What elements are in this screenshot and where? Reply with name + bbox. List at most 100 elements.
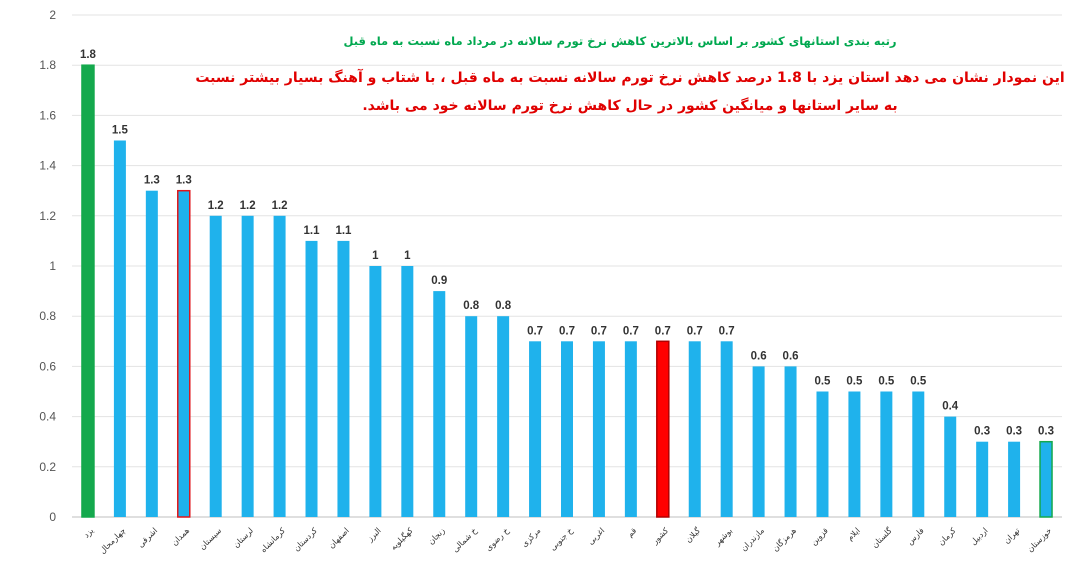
bar — [497, 316, 510, 517]
x-tick-label: تهران — [1002, 526, 1021, 545]
data-label: 1.1 — [304, 225, 321, 237]
data-label: 0.4 — [942, 401, 959, 413]
data-label: 1.8 — [80, 49, 97, 61]
x-tick-label: بوشهر — [712, 526, 734, 548]
bar — [624, 341, 637, 517]
data-label: 0.7 — [559, 325, 575, 337]
data-label: 0.3 — [974, 426, 990, 438]
bar — [273, 215, 286, 518]
data-label: 1 — [404, 250, 411, 262]
x-tick-label: چهارمحال — [98, 526, 127, 555]
bar — [912, 391, 925, 517]
bar — [720, 341, 733, 517]
bar — [848, 391, 861, 517]
data-label: 1.1 — [335, 225, 352, 237]
bar — [369, 266, 382, 517]
x-tick-label: خ شمالی — [451, 525, 480, 554]
data-label: 0.7 — [655, 325, 671, 337]
data-label: 0.6 — [751, 350, 767, 362]
y-tick-label: 0.8 — [39, 309, 56, 323]
data-label: 0.3 — [1006, 426, 1022, 438]
x-tick-label: اردبیل — [969, 526, 990, 547]
bar — [81, 64, 95, 518]
bar — [465, 316, 478, 517]
bar — [241, 215, 254, 518]
data-label: 0.5 — [846, 376, 863, 388]
x-tick-label: مازندران — [739, 526, 766, 553]
x-tick-label: زنجان — [426, 526, 446, 546]
data-label: 0.9 — [431, 275, 447, 287]
y-tick-label: 0.2 — [39, 460, 56, 474]
x-tick-label: گیلان — [683, 525, 702, 544]
data-label: 1.2 — [240, 200, 256, 212]
data-label: 1.2 — [272, 200, 288, 212]
y-tick-label: 1.2 — [39, 209, 56, 223]
data-label: 0.8 — [463, 300, 480, 312]
data-label: 0.5 — [814, 376, 831, 388]
x-tick-label: یزد — [82, 526, 96, 540]
x-tick-label: کرمانشاه — [259, 526, 287, 554]
data-label: 1.5 — [112, 125, 129, 137]
y-tick-label: 0.4 — [39, 410, 56, 424]
x-tick-label: خ جنوبی — [548, 525, 575, 552]
y-tick-label: 0.6 — [39, 359, 56, 373]
data-label: 1.3 — [144, 175, 160, 187]
x-tick-label: کهگیلویه — [388, 525, 415, 552]
data-label: 1.2 — [208, 200, 224, 212]
x-tick-label: قزوین — [809, 526, 830, 547]
bar — [177, 189, 191, 518]
x-tick-label: خ رضوی — [484, 525, 511, 552]
y-tick-label: 2 — [49, 8, 56, 22]
bar — [561, 341, 573, 517]
data-label: 1 — [372, 250, 379, 262]
x-tick-label: ایلام — [845, 526, 861, 542]
y-tick-label: 0 — [49, 510, 56, 524]
data-label: 0.7 — [623, 325, 639, 337]
x-tick-label: اشرقی — [136, 526, 159, 549]
data-label: 0.7 — [687, 325, 703, 337]
x-tick-label: گلستان — [869, 525, 893, 549]
y-tick-label: 1 — [49, 259, 56, 273]
x-tick-label: همدان — [170, 526, 191, 547]
x-tick-label: کرمان — [937, 526, 958, 547]
x-tick-label: اغربی — [586, 526, 606, 546]
y-tick-label: 1.4 — [39, 159, 56, 173]
data-label: 0.7 — [591, 325, 607, 337]
x-tick-label: قم — [625, 526, 638, 539]
x-tick-label: البرز — [365, 526, 383, 544]
bar — [752, 366, 765, 517]
data-label: 0.7 — [719, 325, 735, 337]
bar — [113, 140, 126, 517]
data-label: 0.8 — [495, 300, 512, 312]
data-label: 0.6 — [783, 350, 799, 362]
bar — [592, 341, 605, 517]
bar — [1008, 441, 1021, 517]
bar — [529, 341, 542, 517]
bar — [944, 416, 957, 517]
x-tick-label: فارس — [905, 526, 926, 547]
x-tick-label: کشور — [650, 526, 671, 547]
bar — [401, 266, 414, 517]
bar — [688, 341, 701, 517]
bar — [433, 291, 446, 517]
bar — [337, 240, 350, 517]
bar — [816, 391, 829, 517]
bar — [976, 441, 989, 517]
x-tick-label: خوزستان — [1026, 526, 1054, 554]
data-label: 0.5 — [878, 376, 895, 388]
data-label: 0.3 — [1038, 426, 1054, 438]
chart-annotation: این نمودار نشان می دهد استان یزد با 1.8 … — [195, 70, 1065, 114]
data-label: 0.5 — [910, 376, 927, 388]
bar — [209, 215, 222, 518]
bar — [784, 366, 797, 517]
chart-title: رتبه بندی استانهای کشور بر اساس بالاترین… — [343, 34, 897, 48]
x-tick-label: کردستان — [292, 526, 319, 553]
data-label: 0.7 — [527, 325, 543, 337]
y-tick-label: 1.6 — [39, 108, 56, 122]
x-tick-label: اصفهان — [327, 526, 351, 550]
bar — [305, 240, 318, 517]
x-tick-label: مرکزی — [520, 526, 543, 549]
bar — [656, 340, 670, 518]
